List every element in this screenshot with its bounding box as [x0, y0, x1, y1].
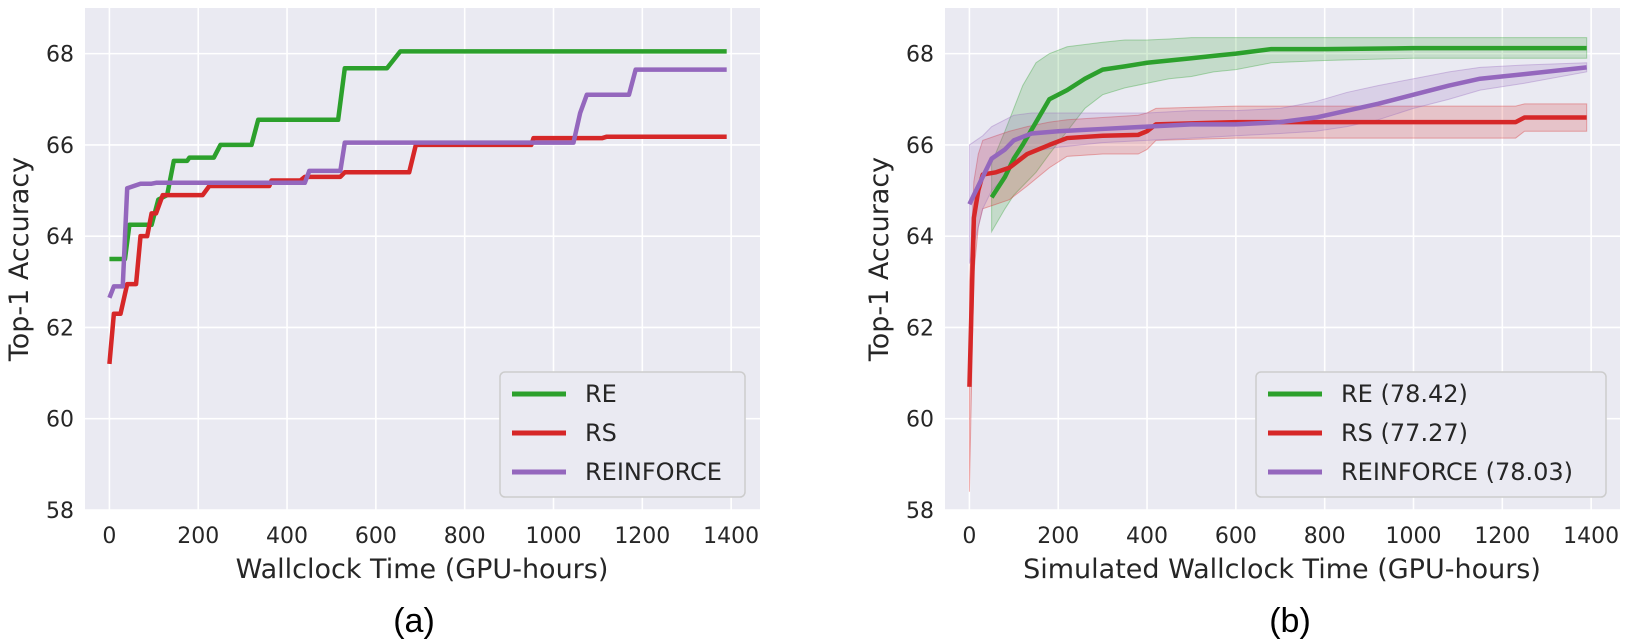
y-tick-label: 66	[46, 134, 74, 159]
y-tick-label: 68	[46, 43, 74, 68]
panel-caption-a: (a)	[393, 602, 435, 640]
yticks-b: 58 60 62 64 66 68	[906, 43, 934, 524]
x-tick-label: 1000	[1386, 524, 1442, 549]
yticks-a: 58 60 62 64 66 68	[46, 43, 74, 524]
x-tick-label: 800	[1304, 524, 1346, 549]
x-tick-label: 1000	[526, 524, 582, 549]
legend-label-re-b: RE (78.42)	[1341, 380, 1468, 408]
x-tick-label: 1200	[614, 524, 670, 549]
x-tick-label: 200	[177, 524, 219, 549]
xticks-b: 0 200 400 600 800 1000 1200 1400	[962, 524, 1619, 549]
y-tick-label: 68	[906, 43, 934, 68]
legend-box-a	[499, 371, 746, 498]
x-tick-label: 400	[1126, 524, 1168, 549]
x-tick-label: 600	[1215, 524, 1257, 549]
x-tick-label: 800	[444, 524, 486, 549]
y-tick-label: 64	[906, 225, 934, 250]
xticks-a: 0 200 400 600 800 1000 1200 1400	[102, 524, 759, 549]
x-tick-label: 1400	[703, 524, 759, 549]
y-tick-label: 58	[46, 499, 74, 524]
y-tick-label: 60	[906, 408, 934, 433]
legend-label-reinforce-a: REINFORCE	[585, 458, 722, 486]
x-tick-label: 0	[102, 524, 116, 549]
x-tick-label: 200	[1037, 524, 1079, 549]
y-tick-label: 64	[46, 225, 74, 250]
series-line-re	[109, 49, 727, 262]
y-tick-label: 62	[46, 316, 74, 341]
x-tick-label: 0	[962, 524, 976, 549]
series-line-reinforce	[967, 65, 1587, 206]
series-line-rs	[107, 134, 727, 365]
panel-b: 0 200 400 600 800 1000 1200 1400 58 60 62 64 66 68 S…	[864, 8, 1620, 640]
x-tick-label: 1200	[1474, 524, 1530, 549]
legend-label-re-a: RE	[585, 380, 617, 408]
y-axis-label-a: Top-1 Accuracy	[4, 157, 35, 362]
legend-a: RE RS REINFORCE	[499, 371, 746, 498]
legend-label-rs-b: RS (77.27)	[1341, 419, 1468, 447]
y-tick-label: 62	[906, 316, 934, 341]
series-line-re	[989, 45, 1587, 199]
x-tick-label: 600	[355, 524, 397, 549]
legend-b: RE (78.42) RS (77.27) REINFORCE (78.03)	[1255, 371, 1607, 498]
lines-a	[107, 49, 727, 365]
y-tick-label: 66	[906, 134, 934, 159]
series-line-reinforce	[107, 67, 727, 299]
panel-a: 0 200 400 600 800 1000 1200 1400 58 60 62 64 66 68 W…	[4, 8, 760, 640]
legend-box-b	[1255, 371, 1607, 498]
y-tick-label: 60	[46, 408, 74, 433]
y-axis-label-b: Top-1 Accuracy	[864, 157, 895, 362]
panel-caption-b: (b)	[1269, 602, 1311, 640]
x-tick-label: 400	[266, 524, 308, 549]
x-tick-label: 1400	[1563, 524, 1619, 549]
x-axis-label-b: Simulated Wallclock Time (GPU-hours)	[1023, 554, 1541, 585]
legend-label-rs-a: RS	[585, 419, 617, 447]
y-tick-label: 58	[906, 499, 934, 524]
x-axis-label-a: Wallclock Time (GPU-hours)	[236, 554, 609, 585]
lines-b	[967, 45, 1587, 387]
legend-label-reinforce-b: REINFORCE (78.03)	[1341, 458, 1573, 486]
